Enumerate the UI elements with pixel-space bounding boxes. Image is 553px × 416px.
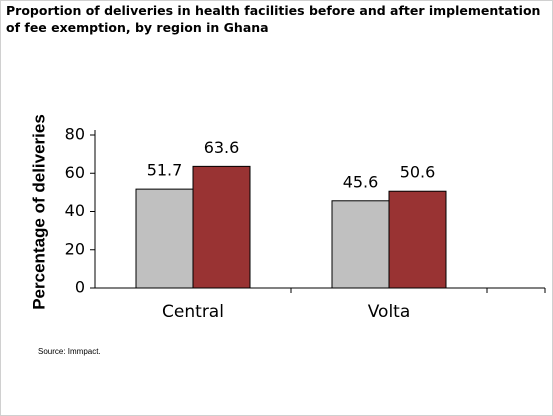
value-label: 63.6 (204, 138, 240, 157)
bar (331, 200, 390, 289)
bar (135, 188, 194, 289)
bar (192, 165, 251, 289)
x-tick-label: Central (162, 302, 224, 322)
chart-title: Proportion of deliveries in health facil… (6, 3, 541, 35)
y-tick-label: 0 (75, 278, 85, 297)
y-tick-label: 20 (65, 239, 85, 258)
y-axis-label: Percentage of deliveries (29, 114, 48, 310)
y-tick-label: 80 (65, 125, 85, 144)
x-tick-label: Volta (368, 302, 411, 322)
source: Source: Immpact. (38, 347, 101, 356)
bar (388, 190, 447, 289)
y-tick-label: 60 (65, 163, 85, 182)
value-label: 51.7 (147, 161, 183, 180)
value-label: 45.6 (343, 172, 379, 191)
value-label: 50.6 (400, 163, 436, 182)
title-box: Proportion of deliveries in health facil… (6, 3, 541, 35)
y-tick-label: 40 (65, 201, 85, 220)
